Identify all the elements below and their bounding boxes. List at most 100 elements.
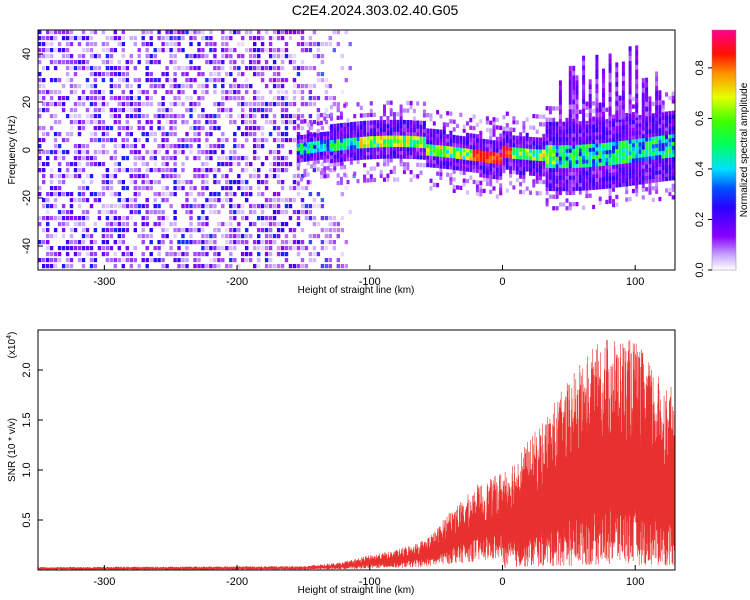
spectrogram-cell bbox=[133, 102, 137, 107]
spectrogram-cell bbox=[308, 234, 313, 239]
spectrogram-cell bbox=[129, 210, 133, 215]
spectrogram-cell bbox=[565, 137, 569, 142]
spectrogram-cell bbox=[439, 156, 443, 161]
snr-x-tick-label: -300 bbox=[93, 576, 115, 588]
spectrogram-cell bbox=[671, 183, 675, 188]
spectrogram-cell bbox=[472, 137, 476, 142]
spectrogram-cell bbox=[145, 114, 149, 119]
spectrogram-cell bbox=[489, 147, 493, 152]
spectrogram-cell bbox=[621, 174, 625, 180]
spectrogram-cell bbox=[359, 148, 363, 153]
spectrogram-cell bbox=[641, 183, 645, 188]
spectrogram-cell bbox=[452, 188, 456, 193]
spectrogram-cell bbox=[572, 182, 576, 188]
spectrogram-cell bbox=[578, 151, 582, 157]
spectrogram-cell bbox=[268, 54, 273, 59]
spectrogram-cell bbox=[161, 162, 165, 167]
spectrogram-cell bbox=[280, 36, 285, 41]
spectrogram-cell bbox=[117, 36, 121, 41]
spectrogram-cell bbox=[406, 108, 410, 113]
spectrogram-cell bbox=[565, 121, 569, 126]
spectrogram-cell bbox=[582, 128, 586, 133]
spectrogram-cell bbox=[38, 78, 42, 83]
spectrogram-cell bbox=[89, 252, 94, 257]
spectrogram-cell bbox=[548, 121, 552, 126]
spectrogram-cell bbox=[177, 174, 181, 179]
spectrogram-cell bbox=[181, 234, 185, 239]
spectrogram-cell bbox=[558, 90, 562, 95]
spectrogram-cell bbox=[173, 30, 177, 35]
spectrogram-cell bbox=[296, 30, 301, 35]
spectrogram-cell bbox=[456, 135, 459, 140]
spectrogram-cell bbox=[562, 144, 566, 149]
spectrogram-cell bbox=[89, 240, 94, 245]
spectrogram-cell bbox=[648, 179, 652, 184]
spectrogram-cell bbox=[69, 192, 74, 197]
spectrogram-cell bbox=[125, 198, 129, 203]
spectrogram-cell bbox=[300, 228, 305, 233]
spectrogram-cell bbox=[276, 84, 281, 89]
spectrogram-cell bbox=[145, 258, 149, 263]
spectrogram-cell bbox=[582, 159, 586, 164]
spectrogram-cell bbox=[249, 126, 253, 131]
spectrogram-cell bbox=[655, 139, 659, 144]
spectrogram-cell bbox=[585, 159, 589, 164]
spectrogram-cell bbox=[125, 72, 129, 77]
spectrogram-cell bbox=[588, 182, 592, 187]
spectrogram-cell bbox=[113, 264, 117, 269]
spectrogram-cell bbox=[217, 198, 221, 203]
spectrogram-cell bbox=[466, 190, 469, 195]
spectrogram-cell bbox=[296, 162, 300, 167]
spectrogram-cell bbox=[509, 165, 513, 170]
spectrogram-cell bbox=[332, 240, 336, 245]
spectrogram-cell bbox=[303, 157, 307, 162]
spectrogram-cell bbox=[558, 144, 562, 149]
spectrogram-cell bbox=[588, 117, 592, 123]
spectrogram-cell bbox=[185, 30, 189, 35]
spectrogram-cell bbox=[671, 195, 675, 200]
spectrogram-cell bbox=[495, 175, 499, 180]
spectrogram-cell bbox=[522, 163, 526, 168]
spectrogram-cell bbox=[272, 264, 277, 269]
spectrogram-cell bbox=[509, 173, 513, 178]
spectrogram-cell bbox=[625, 120, 629, 125]
spectrogram-cell bbox=[161, 114, 165, 119]
spectrogram-cell bbox=[621, 132, 625, 137]
spectrogram-cell bbox=[379, 131, 383, 136]
spectrogram-cell bbox=[97, 96, 102, 101]
spectrogram-cell bbox=[505, 157, 509, 162]
spectrogram-cell bbox=[109, 96, 114, 101]
spectrogram-cell bbox=[635, 153, 639, 159]
spectrogram-cell bbox=[359, 105, 363, 110]
spectrogram-cell bbox=[432, 144, 436, 149]
spectrogram-cell bbox=[77, 168, 82, 173]
spectrogram-cell bbox=[605, 142, 609, 147]
spectrogram-cell bbox=[665, 165, 668, 170]
spectrogram-cell bbox=[595, 102, 599, 108]
spectrogram-cell bbox=[658, 146, 662, 152]
spectrogram-cell bbox=[456, 162, 459, 167]
spectrogram-cell bbox=[217, 78, 221, 83]
spectrogram-cell bbox=[161, 96, 165, 101]
spectrogram-cell bbox=[145, 150, 149, 155]
spectrogram-cell bbox=[89, 204, 94, 209]
spectrogram-cell bbox=[628, 55, 632, 61]
spectrogram-cell bbox=[336, 154, 340, 159]
spectrogram-cell bbox=[101, 174, 106, 179]
spectrogram-cell bbox=[615, 183, 619, 188]
spectrogram-cell bbox=[213, 174, 217, 179]
snr-x-tick-label: -100 bbox=[359, 576, 381, 588]
spectrogram-cell bbox=[312, 66, 317, 71]
spectrogram-cell bbox=[442, 122, 446, 127]
spectrogram-cell bbox=[49, 174, 54, 179]
spectrogram-cell bbox=[409, 127, 413, 133]
spectrogram-cell bbox=[257, 48, 261, 53]
spectrogram-cell bbox=[101, 126, 106, 131]
spectrogram-cell bbox=[545, 129, 549, 134]
spectrogram-cell bbox=[245, 234, 249, 239]
spectrogram-cell bbox=[205, 114, 209, 119]
spectrogram-cell bbox=[272, 192, 277, 197]
spectrogram-cell bbox=[121, 30, 125, 35]
spectrogram-cell bbox=[340, 228, 344, 233]
spectrogram-cell bbox=[121, 126, 125, 131]
